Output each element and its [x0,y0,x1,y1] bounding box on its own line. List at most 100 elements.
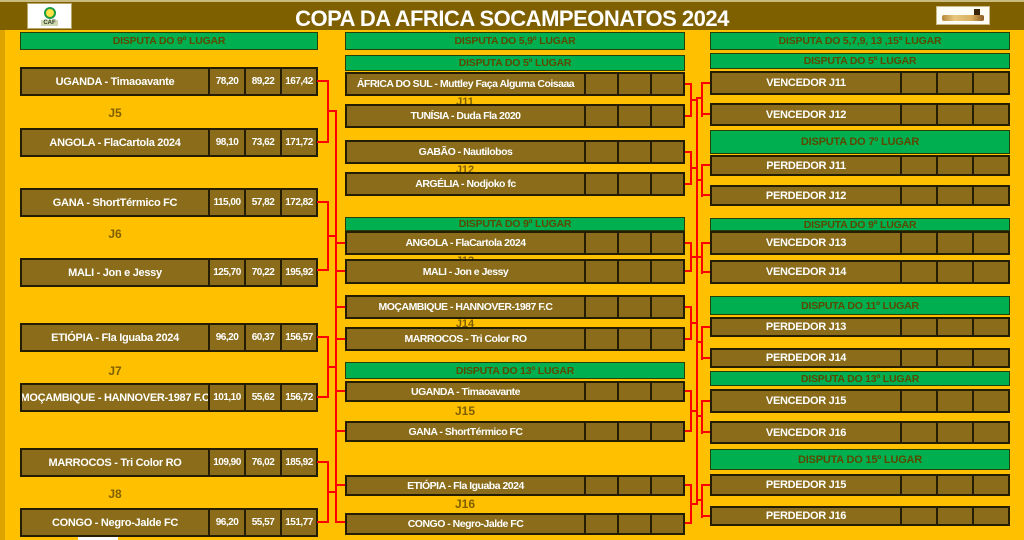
empty-score-cell[interactable] [617,477,650,494]
empty-score-cell[interactable] [650,261,683,282]
team-name-cell[interactable]: VENCEDOR J14 [765,266,847,278]
empty-score-cell[interactable] [936,391,972,411]
team-name-cell[interactable]: VENCEDOR J12 [765,108,847,121]
team-row[interactable]: CONGO - Negro-Jalde FC [345,513,685,535]
empty-score-cell[interactable] [972,423,1008,442]
empty-score-cell[interactable] [650,106,683,126]
empty-score-cell[interactable] [936,262,972,282]
team-row[interactable]: ANGOLA - FlaCartola 2024 98,10 73,62 171… [20,128,318,157]
score-cell[interactable]: 96,20 [208,325,244,350]
score-cell[interactable]: 73,62 [244,130,280,155]
score-cell[interactable]: 195,92 [280,260,316,285]
empty-score-cell[interactable] [936,157,972,174]
score-cell[interactable]: 101,10 [208,385,244,410]
empty-score-cell[interactable] [972,476,1008,494]
empty-score-cell[interactable] [650,383,683,400]
team-row[interactable]: VENCEDOR J13 [710,231,1010,255]
score-cell[interactable]: 156,57 [280,325,316,350]
empty-score-cell[interactable] [650,329,683,349]
score-cell[interactable]: 89,22 [244,69,280,94]
team-name-cell[interactable]: CONGO - Negro-Jalde FC [51,516,179,529]
score-cell[interactable]: 151,77 [280,510,316,535]
match-label[interactable]: J6 [108,227,122,241]
empty-score-cell[interactable] [972,187,1008,204]
team-name-cell[interactable]: VENCEDOR J13 [765,237,847,249]
empty-score-cell[interactable] [900,157,936,174]
empty-score-cell[interactable] [650,74,683,94]
empty-score-cell[interactable] [584,74,617,94]
section-header[interactable]: DISPUTA DO 9º LUGAR [710,218,1010,231]
section-header[interactable]: DISPUTA DO 9º LUGAR [345,217,685,231]
team-row[interactable]: PERDEDOR J15 [710,474,1010,496]
team-name-cell[interactable]: VENCEDOR J16 [765,426,847,439]
empty-score-cell[interactable] [584,477,617,494]
team-name-cell[interactable]: GANA - ShortTérmico FC [408,425,523,438]
team-name-cell[interactable]: MARROCOS - Tri Color RO [404,333,527,345]
team-name-cell[interactable]: PERDEDOR J12 [765,189,847,202]
team-name-cell[interactable]: MALI - Jon e Jessy [422,265,509,278]
team-name-cell[interactable]: MALI - Jon e Jessy [68,266,162,279]
empty-score-cell[interactable] [900,187,936,204]
match-label[interactable]: J14 [455,318,475,327]
score-cell[interactable]: 125,70 [208,260,244,285]
team-row[interactable]: ARGÉLIA - Nodjoko fc [345,172,685,196]
column-header-middle[interactable]: DISPUTA DO 5,9º LUGAR [345,32,685,50]
empty-score-cell[interactable] [900,350,936,366]
team-row[interactable]: GANA - ShortTérmico FC [345,421,685,442]
team-row[interactable]: VENCEDOR J14 [710,260,1010,284]
column-header-left[interactable]: DISPUTA DO 9º LUGAR [20,32,318,50]
empty-score-cell[interactable] [936,508,972,524]
team-row[interactable]: VENCEDOR J12 [710,103,1010,126]
team-name-cell[interactable]: PERDEDOR J11 [766,159,846,172]
score-cell[interactable]: 55,62 [244,385,280,410]
team-row[interactable]: MARROCOS - Tri Color RO [345,327,685,351]
empty-score-cell[interactable] [584,174,617,194]
empty-score-cell[interactable] [900,319,936,335]
score-cell[interactable]: 172,82 [280,190,316,215]
empty-score-cell[interactable] [584,297,617,317]
empty-score-cell[interactable] [617,515,650,533]
empty-score-cell[interactable] [650,174,683,194]
empty-score-cell[interactable] [650,142,683,162]
team-row[interactable]: PERDEDOR J12 [710,185,1010,206]
team-name-cell[interactable]: TUNÍSIA - Duda Fla 2020 [410,110,521,122]
section-header[interactable]: DISPUTA DO 15º LUGAR [710,449,1010,470]
empty-score-cell[interactable] [972,350,1008,366]
score-cell[interactable]: 98,10 [208,130,244,155]
empty-score-cell[interactable] [617,174,650,194]
team-name-cell[interactable]: VENCEDOR J15 [765,395,847,407]
score-cell[interactable]: 171,72 [280,130,316,155]
team-name-cell[interactable]: PERDEDOR J16 [765,510,847,522]
score-cell[interactable]: 55,57 [244,510,280,535]
team-row[interactable]: MOÇAMBIQUE - HANNOVER-1987 F.C [345,295,685,319]
section-header[interactable]: DISPUTA DO 11º LUGAR [710,296,1010,315]
empty-score-cell[interactable] [972,73,1008,93]
team-row[interactable]: MARROCOS - Tri Color RO 109,90 76,02 185… [20,448,318,477]
team-name-cell[interactable]: ÁFRICA DO SUL - Muttley Faça Alguma Cois… [356,78,575,90]
empty-score-cell[interactable] [617,233,650,253]
team-name-cell[interactable]: MOÇAMBIQUE - HANNOVER-1987 F.C [378,301,553,313]
empty-score-cell[interactable] [584,142,617,162]
team-name-cell[interactable]: VENCEDOR J11 [766,77,846,89]
team-row[interactable]: VENCEDOR J16 [710,421,1010,444]
match-label[interactable]: J15 [454,404,476,418]
empty-score-cell[interactable] [936,423,972,442]
match-label[interactable]: J7 [108,364,122,378]
section-header[interactable]: DISPUTA DO 13º LUGAR [345,362,685,379]
score-cell[interactable]: 96,20 [208,510,244,535]
empty-score-cell[interactable] [650,233,683,253]
team-row[interactable]: TUNÍSIA - Duda Fla 2020 [345,104,685,128]
empty-score-cell[interactable] [584,329,617,349]
team-name-cell[interactable]: ETIÓPIA - Fla Iguaba 2024 [407,479,524,492]
score-cell[interactable]: 60,37 [244,325,280,350]
empty-score-cell[interactable] [617,142,650,162]
empty-score-cell[interactable] [936,73,972,93]
team-name-cell[interactable]: PERDEDOR J15 [765,479,847,491]
empty-score-cell[interactable] [972,105,1008,124]
empty-score-cell[interactable] [650,515,683,533]
empty-score-cell[interactable] [617,383,650,400]
empty-score-cell[interactable] [650,423,683,440]
team-name-cell[interactable]: UGANDA - Timaoavante [55,75,175,88]
empty-score-cell[interactable] [617,261,650,282]
section-header[interactable]: DISPUTA DO 13º LUGAR [710,371,1010,386]
